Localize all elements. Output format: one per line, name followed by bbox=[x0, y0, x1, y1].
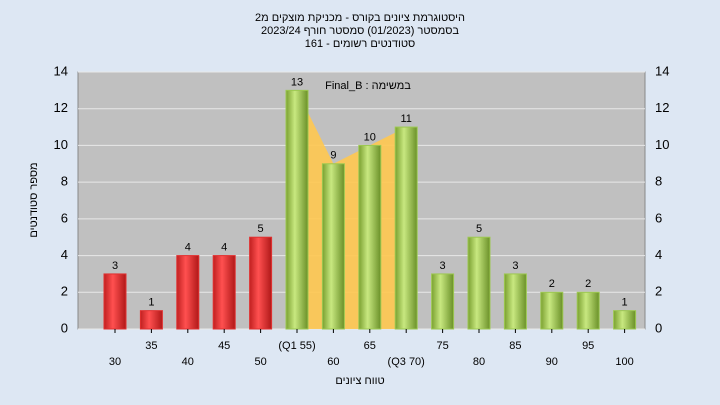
y2-tick-label: 4 bbox=[655, 247, 662, 262]
bar bbox=[249, 236, 273, 330]
y-tick-label: 10 bbox=[54, 137, 68, 152]
bar bbox=[176, 255, 200, 330]
value-label: 11 bbox=[400, 113, 411, 125]
y2-tick-label: 0 bbox=[655, 320, 662, 335]
title: היסטוגרמת ציונים בקורס - מכניקת מוצקים מ… bbox=[255, 12, 465, 24]
bar bbox=[576, 291, 600, 330]
x-tick-label: (Q3 70) bbox=[388, 356, 425, 368]
x-tick-label: 85 bbox=[509, 340, 521, 352]
bar bbox=[394, 126, 418, 330]
y-tick-label: 12 bbox=[54, 100, 68, 115]
x-tick-label: 45 bbox=[218, 340, 230, 352]
y2-tick-label: 10 bbox=[655, 137, 669, 152]
bar bbox=[212, 255, 236, 330]
y-tick-label: 8 bbox=[61, 174, 68, 189]
y-tick-label: 2 bbox=[61, 284, 68, 299]
x-tick-label: 35 bbox=[145, 340, 157, 352]
title: סטודנטים רשומים - 161 bbox=[305, 38, 416, 50]
bar bbox=[358, 144, 382, 330]
value-label: 2 bbox=[585, 278, 591, 290]
x-tick-label: 50 bbox=[254, 356, 266, 368]
y-tick-label: 0 bbox=[61, 320, 68, 335]
x-tick-label: 60 bbox=[327, 356, 339, 368]
y2-tick-label: 8 bbox=[655, 174, 662, 189]
x-tick-label: 90 bbox=[546, 356, 558, 368]
value-label: 3 bbox=[512, 260, 518, 272]
bar bbox=[321, 163, 345, 330]
value-label: 13 bbox=[291, 76, 303, 88]
x-axis-label: טווח ציונים bbox=[335, 375, 384, 387]
x-tick-label: 100 bbox=[615, 356, 633, 368]
bar bbox=[540, 291, 564, 330]
value-label: 9 bbox=[330, 150, 336, 162]
x-tick-label: (Q1 55) bbox=[278, 340, 315, 352]
y2-tick-label: 2 bbox=[655, 284, 662, 299]
x-tick-label: 95 bbox=[582, 340, 594, 352]
y-tick-label: 14 bbox=[54, 63, 68, 78]
bar bbox=[613, 310, 637, 330]
bar bbox=[467, 236, 491, 330]
value-label: 5 bbox=[476, 223, 482, 235]
value-label: 10 bbox=[364, 131, 376, 143]
value-label: 1 bbox=[622, 297, 628, 309]
title: בסמסטר (01/2023) סמסטר חורף 2023/24 bbox=[261, 25, 459, 37]
y-tick-label: 6 bbox=[61, 210, 68, 225]
value-label: 3 bbox=[440, 260, 446, 272]
bar bbox=[503, 273, 527, 330]
y2-tick-label: 6 bbox=[655, 210, 662, 225]
bar bbox=[431, 273, 455, 330]
value-label: 5 bbox=[258, 223, 264, 235]
x-tick-label: 40 bbox=[182, 356, 194, 368]
annotation: במשימה : Final_B bbox=[325, 80, 411, 92]
x-tick-label: 75 bbox=[436, 340, 448, 352]
x-tick-label: 80 bbox=[473, 356, 485, 368]
x-tick-label: 30 bbox=[109, 356, 121, 368]
y2-tick-label: 14 bbox=[655, 63, 669, 78]
y-tick-label: 4 bbox=[61, 247, 68, 262]
bar bbox=[139, 310, 163, 330]
y2-tick-label: 12 bbox=[655, 100, 669, 115]
value-label: 2 bbox=[549, 278, 555, 290]
value-label: 4 bbox=[185, 241, 191, 253]
bar bbox=[285, 89, 309, 330]
x-tick-label: 65 bbox=[364, 340, 376, 352]
y-axis-label: מספר סטודנטים bbox=[28, 162, 40, 237]
value-label: 4 bbox=[221, 241, 227, 253]
value-label: 3 bbox=[112, 260, 118, 272]
value-label: 1 bbox=[148, 297, 154, 309]
bar bbox=[103, 273, 127, 330]
